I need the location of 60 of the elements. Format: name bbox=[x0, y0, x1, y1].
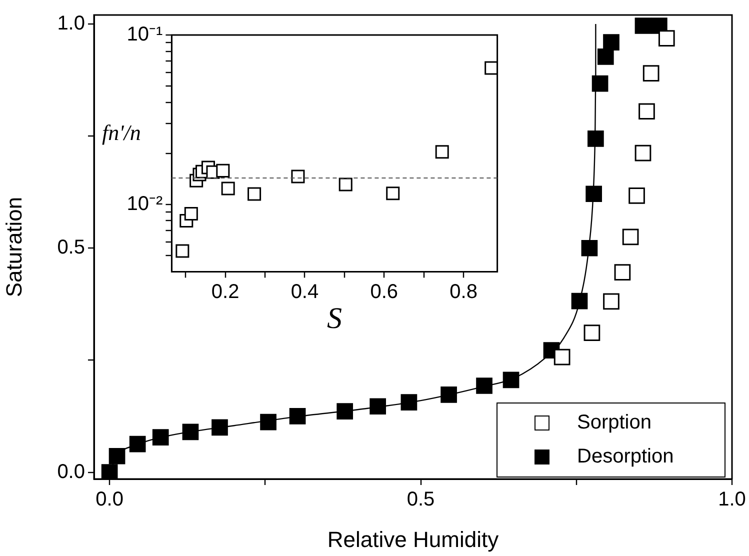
point bbox=[554, 348, 570, 366]
point bbox=[658, 30, 675, 46]
point bbox=[603, 293, 620, 310]
point bbox=[634, 144, 652, 162]
point bbox=[435, 145, 449, 159]
x-tick-label: 0.2 bbox=[211, 281, 240, 304]
point bbox=[370, 398, 386, 415]
y-tick-label: 0.0 bbox=[57, 460, 85, 483]
point bbox=[581, 240, 598, 256]
point bbox=[597, 48, 614, 65]
point bbox=[484, 61, 498, 75]
point bbox=[129, 436, 146, 452]
x-tick-label: 0.0 bbox=[96, 488, 124, 511]
point bbox=[614, 264, 631, 281]
point bbox=[586, 186, 602, 202]
point bbox=[212, 419, 228, 436]
y-tick-label: 10⁻² bbox=[126, 192, 164, 215]
point bbox=[221, 182, 235, 196]
point bbox=[592, 75, 608, 92]
point bbox=[571, 292, 588, 310]
legend-label: Desorption bbox=[577, 446, 674, 468]
point bbox=[101, 464, 118, 479]
point bbox=[634, 18, 652, 34]
point bbox=[336, 403, 354, 420]
point bbox=[588, 130, 604, 147]
x-axis-title: S bbox=[327, 302, 342, 335]
y-tick-label: 1.0 bbox=[57, 12, 85, 34]
point bbox=[628, 187, 645, 204]
point bbox=[216, 164, 230, 178]
x-axis-title: Relative Humidity bbox=[327, 526, 499, 552]
point bbox=[152, 429, 169, 446]
point bbox=[638, 103, 655, 120]
point bbox=[400, 394, 418, 411]
y-axis-title: fn'/n bbox=[102, 120, 141, 146]
point bbox=[386, 186, 400, 200]
point bbox=[108, 448, 126, 464]
point bbox=[289, 408, 306, 424]
point bbox=[502, 372, 520, 388]
point bbox=[603, 34, 620, 51]
point bbox=[182, 424, 199, 440]
legend-label: Sorption bbox=[577, 412, 652, 434]
point bbox=[642, 65, 660, 82]
point bbox=[584, 324, 600, 342]
point bbox=[476, 378, 492, 394]
y-tick-label: 10⁻¹ bbox=[126, 24, 164, 46]
point bbox=[622, 228, 639, 246]
point bbox=[338, 178, 352, 192]
x-tick-label: 0.8 bbox=[450, 281, 478, 304]
point bbox=[184, 206, 198, 220]
point bbox=[291, 170, 305, 184]
y-axis-title: Saturation bbox=[1, 196, 26, 298]
x-tick-label: 0.5 bbox=[406, 488, 435, 511]
point bbox=[260, 414, 276, 430]
point bbox=[176, 244, 190, 258]
y-tick-label: 0.5 bbox=[57, 236, 85, 259]
x-tick-label: 1.0 bbox=[718, 488, 746, 511]
x-tick-label: 0.6 bbox=[370, 281, 398, 304]
point bbox=[248, 187, 262, 201]
x-tick-label: 0.4 bbox=[290, 281, 319, 304]
point bbox=[440, 386, 457, 403]
